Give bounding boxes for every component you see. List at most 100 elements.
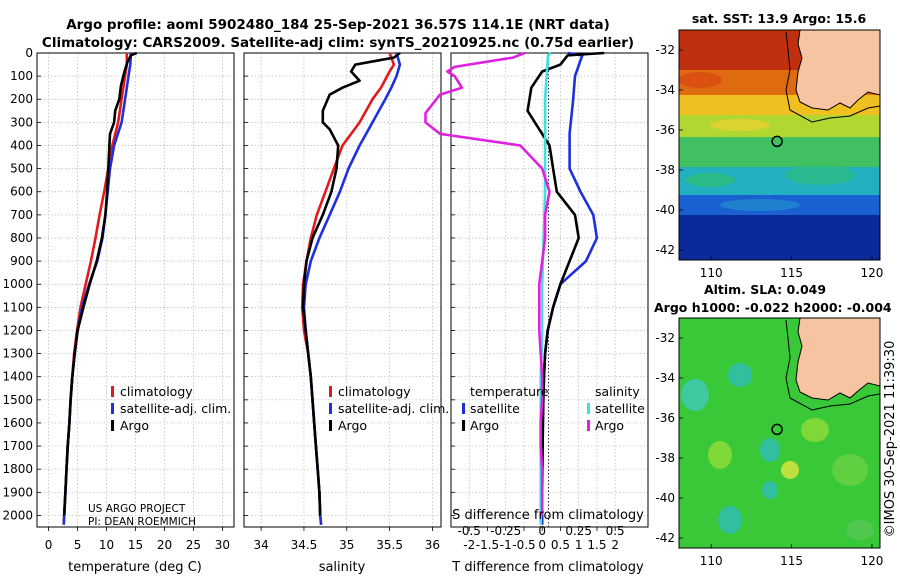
sla-map-title-2: Argo h1000: -0.022 h2000: -0.004 bbox=[654, 300, 892, 315]
temperature-legend: climatology satellite-adj. clim. Argo bbox=[111, 384, 231, 433]
x-tick-label: 34 bbox=[253, 538, 268, 552]
depth-tick-label: 1800 bbox=[2, 462, 33, 476]
difference-x-label: T difference from climatology bbox=[451, 560, 644, 575]
legend-sal-argo-label: Argo bbox=[595, 418, 624, 433]
series-argo bbox=[301, 51, 401, 516]
sla-map-image bbox=[679, 318, 880, 548]
depth-tick-label: 600 bbox=[10, 185, 33, 199]
difference-x-ticks: -2 -1.5 -1 -0.5 0 0.5 1 1.5 2 bbox=[463, 527, 619, 552]
legend-temperature-head: temperature bbox=[470, 384, 549, 399]
lat-tick-label: -36 bbox=[655, 123, 675, 137]
legend-climatology-label: climatology bbox=[120, 384, 193, 399]
depth-tick-label: 1100 bbox=[2, 300, 33, 314]
lon-tick-label: 115 bbox=[780, 554, 803, 568]
x-tick-label: 30 bbox=[215, 538, 230, 552]
lat-tick-label: -42 bbox=[655, 531, 675, 545]
depth-tick-label: 400 bbox=[10, 138, 33, 152]
watermark: ©IMOS 30-Sep-2021 11:39:30 bbox=[883, 341, 898, 538]
legend-climatology-label: climatology bbox=[338, 384, 411, 399]
legend-argo-label: Argo bbox=[120, 418, 149, 433]
s-tick-label: 0.5 bbox=[606, 524, 625, 538]
series-temperature-satellite bbox=[540, 51, 599, 525]
x-tick-label: 20 bbox=[157, 538, 172, 552]
lon-tick-label: 110 bbox=[700, 554, 723, 568]
difference-curves bbox=[424, 51, 605, 525]
depth-tick-label: 1300 bbox=[2, 347, 33, 361]
legend-satellite-swatch bbox=[111, 403, 114, 414]
lat-tick-label: -38 bbox=[655, 163, 675, 177]
title-line-1: Argo profile: aoml 5902480_184 25-Sep-20… bbox=[66, 17, 610, 33]
x-tick-label: 0 bbox=[538, 538, 546, 552]
x-tick-label: -1.5 bbox=[476, 538, 499, 552]
x-tick-label: 10 bbox=[99, 538, 114, 552]
difference-legend: temperature satellite Argo salinity sate… bbox=[462, 384, 645, 433]
legend-climatology-swatch bbox=[329, 386, 332, 397]
argo-float-marker bbox=[771, 135, 783, 148]
legend-argo-swatch bbox=[329, 420, 332, 431]
s-tick-label: -0.25 bbox=[490, 524, 521, 538]
title-line-2: Climatology: CARS2009. Satellite-adj cli… bbox=[42, 35, 634, 51]
series-argo bbox=[62, 51, 138, 516]
lat-tick-label: -40 bbox=[655, 203, 675, 217]
legend-argo-swatch bbox=[111, 420, 114, 431]
sst-map: sat. SST: 13.9 Argo: 15.6 -32 -34 -36 -38 -4… bbox=[655, 11, 883, 280]
temperature-x-ticks: 0 5 10 15 20 25 30 bbox=[45, 527, 230, 552]
salinity-x-label: salinity bbox=[319, 560, 366, 575]
series-satellite-adj-clim bbox=[62, 52, 133, 525]
lat-tick-label: -40 bbox=[655, 491, 675, 505]
x-tick-label: -0.5 bbox=[512, 538, 535, 552]
series-satellite-adj-clim bbox=[302, 52, 402, 525]
salinity-difference-ticks: -0.5 -0.25 0 0.25 0.5 bbox=[458, 524, 625, 538]
depth-tick-label: 0 bbox=[25, 46, 33, 60]
legend-temp-satellite-label: satellite bbox=[470, 401, 520, 416]
sla-map-frame bbox=[678, 317, 881, 549]
lon-tick-label: 120 bbox=[861, 554, 884, 568]
sla-map: Altim. SLA: 0.049 Argo h1000: -0.022 h20… bbox=[654, 282, 892, 568]
lat-tick-label: -38 bbox=[655, 451, 675, 465]
salinity-grid bbox=[244, 52, 441, 527]
argo-float-marker bbox=[771, 423, 783, 436]
difference-axes-box bbox=[450, 52, 649, 528]
temperature-panel: 0100200300400500600700800900100011001200… bbox=[2, 46, 235, 575]
depth-tick-label: 2000 bbox=[2, 508, 33, 522]
salinity-x-ticks: 34 34.5 35 35.5 36 bbox=[253, 527, 440, 552]
depth-tick-label: 900 bbox=[10, 254, 33, 268]
land-mass bbox=[795, 30, 880, 111]
legend-sal-satellite-label: satellite bbox=[595, 401, 645, 416]
depth-tick-label: 800 bbox=[10, 231, 33, 245]
x-tick-label: 1 bbox=[575, 538, 583, 552]
salinity-legend: climatology satellite-adj. clim. Argo bbox=[329, 384, 449, 433]
legend-sal-argo-swatch bbox=[587, 420, 590, 431]
x-tick-label: 25 bbox=[186, 538, 201, 552]
s-tick-label: -0.5 bbox=[458, 524, 481, 538]
depth-tick-label: 200 bbox=[10, 92, 33, 106]
legend-temp-argo-swatch bbox=[462, 420, 465, 431]
temperature-grid bbox=[37, 52, 234, 527]
lat-tick-label: -32 bbox=[655, 43, 675, 57]
legend-climatology-swatch bbox=[111, 386, 114, 397]
depth-tick-label: 1700 bbox=[2, 439, 33, 453]
sst-lon-ticks: 110 115 120 bbox=[700, 256, 883, 280]
lon-tick-label: 115 bbox=[780, 266, 803, 280]
depth-tick-label: 100 bbox=[10, 69, 33, 83]
sst-lat-ticks: -32 -34 -36 -38 -40 -42 bbox=[655, 43, 683, 257]
depth-tick-label: 500 bbox=[10, 162, 33, 176]
x-tick-label: 15 bbox=[128, 538, 143, 552]
legend-satellite-swatch bbox=[329, 403, 332, 414]
s-tick-label: 0.25 bbox=[565, 524, 592, 538]
x-tick-label: 34.5 bbox=[291, 538, 318, 552]
sst-map-image bbox=[679, 30, 880, 260]
depth-tick-labels: 0 100 200 300 400 500 600 700 800 900 1000 1100 1200… bbox=[2, 46, 33, 522]
legend-salinity-head: salinity bbox=[595, 384, 640, 399]
lat-tick-label: -42 bbox=[655, 243, 675, 257]
depth-tick-label: 1900 bbox=[2, 485, 33, 499]
depth-tick-label: 1200 bbox=[2, 323, 33, 337]
depth-contour bbox=[785, 319, 880, 411]
legend-satellite-label: satellite-adj. clim. bbox=[120, 401, 231, 416]
x-tick-label: 35 bbox=[339, 538, 354, 552]
series-temperature-argo bbox=[526, 51, 605, 516]
lat-tick-label: -36 bbox=[655, 411, 675, 425]
difference-grid bbox=[451, 52, 648, 527]
series-climatology bbox=[62, 53, 129, 525]
